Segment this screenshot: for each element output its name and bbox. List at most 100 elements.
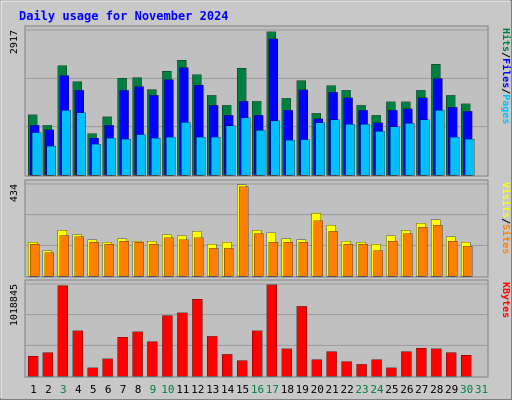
bar-sites-day-2 (44, 252, 55, 277)
bar-pages-day-12 (196, 137, 206, 176)
legend-entry: / (500, 218, 511, 224)
bar-pages-day-7 (121, 139, 131, 176)
bar-kbytes-day-12 (192, 299, 203, 377)
bar-sites-day-14 (224, 248, 234, 277)
bar-kbytes-day-11 (177, 312, 188, 377)
bar-pages-day-10 (166, 137, 176, 176)
bar-sites-day-13 (209, 248, 219, 277)
x-tick-label: 2 (45, 383, 52, 396)
bar-kbytes-day-18 (281, 348, 293, 377)
y-max-label: 2917 (9, 30, 20, 54)
x-tick-label: 26 (400, 383, 413, 396)
x-tick-label: 22 (340, 383, 353, 396)
bar-pages-day-19 (300, 139, 310, 176)
panel-hits-files-pages: 2917 Hits/Files/Pages (9, 25, 512, 177)
panel-kbytes: 1018845 KBytes (9, 279, 511, 378)
bar-kbytes-day-30 (460, 355, 472, 377)
bar-sites-day-10 (164, 237, 174, 277)
x-tick-label: 31 (475, 383, 488, 396)
bar-pages-day-23 (360, 124, 370, 176)
bar-pages-day-16 (255, 130, 266, 176)
bar-sites-day-12 (194, 237, 204, 277)
bar-pages-day-29 (450, 137, 460, 176)
bar-kbytes-day-16 (251, 330, 263, 377)
bar-kbytes-day-28 (431, 348, 442, 377)
bar-pages-day-9 (151, 138, 161, 176)
bar-sites-day-3 (59, 235, 70, 277)
bar-pages-day-2 (46, 146, 57, 176)
bar-sites-day-30 (462, 246, 473, 277)
bar-kbytes-day-13 (207, 336, 218, 377)
bar-pages-day-24 (375, 131, 385, 176)
x-tick-label: 10 (161, 383, 174, 396)
bar-pages-day-20 (315, 122, 325, 176)
bar-sites-day-6 (104, 244, 114, 277)
legend: Hits/Files/Pages (500, 28, 512, 124)
x-tick-label: 3 (60, 383, 67, 396)
bar-sites-day-17 (268, 241, 279, 277)
bar-kbytes-day-9 (147, 341, 158, 377)
bar-sites-day-4 (74, 236, 84, 277)
bar-pages-day-1 (31, 132, 42, 176)
bar-pages-day-27 (420, 119, 430, 176)
legend-entry: / (500, 52, 511, 58)
bar-pages-day-21 (330, 119, 340, 176)
bar-sites-day-23 (358, 244, 368, 277)
x-tick-label: 6 (105, 383, 112, 396)
bar-pages-day-18 (285, 140, 296, 176)
x-tick-label: 1 (30, 383, 37, 396)
bar-kbytes-day-5 (87, 367, 98, 377)
x-tick-label: 15 (236, 383, 249, 396)
bar-kbytes-day-19 (296, 306, 307, 377)
bar-sites-day-26 (403, 233, 413, 277)
bar-sites-day-5 (89, 241, 99, 277)
legend-entry: Files (500, 58, 512, 88)
x-tick-label: 7 (120, 383, 127, 396)
x-tick-label: 30 (460, 383, 473, 396)
x-tick-label: 24 (370, 383, 384, 396)
bar-sites-day-18 (283, 241, 294, 277)
bar-kbytes-day-6 (102, 358, 113, 377)
bar-sites-day-21 (328, 231, 338, 277)
bar-kbytes-day-17 (266, 284, 278, 377)
legend: KBytes (500, 282, 511, 318)
x-tick-label: 29 (445, 383, 458, 396)
bar-pages-day-22 (345, 124, 355, 176)
y-max-label: 434 (9, 184, 20, 202)
bar-sites-day-8 (134, 241, 144, 277)
bar-pages-day-25 (390, 126, 400, 176)
bar-kbytes-day-26 (401, 351, 412, 377)
legend-entry: Visits (500, 182, 512, 218)
x-tick-label: 9 (150, 383, 157, 396)
legend-entry: Hits (500, 28, 512, 52)
bar-pages-day-15 (240, 117, 251, 176)
legend-entry: Sites (500, 224, 512, 254)
x-tick-label: 28 (430, 383, 443, 396)
legend-entry: KBytes (500, 282, 511, 318)
x-tick-label: 11 (176, 383, 189, 396)
bar-kbytes-day-29 (446, 352, 457, 377)
bar-sites-day-24 (373, 250, 383, 277)
bar-kbytes-day-14 (222, 354, 233, 377)
bar-pages-day-11 (181, 122, 191, 176)
bar-sites-day-27 (418, 227, 428, 277)
x-tick-label: 21 (326, 383, 339, 396)
bar-kbytes-day-10 (162, 315, 173, 377)
bar-kbytes-day-7 (117, 337, 128, 377)
bar-pages-day-3 (61, 110, 72, 176)
bar-kbytes-day-20 (311, 359, 322, 377)
x-axis-labels: 1 2 3 4 5 6 7 8 9 10 11 12 13 14 15 16 17 18 19 20 21 22 23 24 2… (30, 383, 488, 396)
bar-kbytes-day-24 (371, 359, 382, 377)
bar-kbytes-day-8 (132, 331, 143, 377)
bar-sites-day-7 (119, 240, 129, 277)
x-tick-label: 4 (75, 383, 82, 396)
bar-sites-day-19 (298, 241, 308, 277)
x-tick-label: 13 (206, 383, 219, 396)
x-tick-label: 23 (355, 383, 368, 396)
x-tick-label: 20 (311, 383, 324, 396)
bar-sites-day-9 (149, 244, 159, 277)
legend-entry: Pages (500, 94, 511, 124)
bar-sites-day-29 (448, 240, 458, 277)
